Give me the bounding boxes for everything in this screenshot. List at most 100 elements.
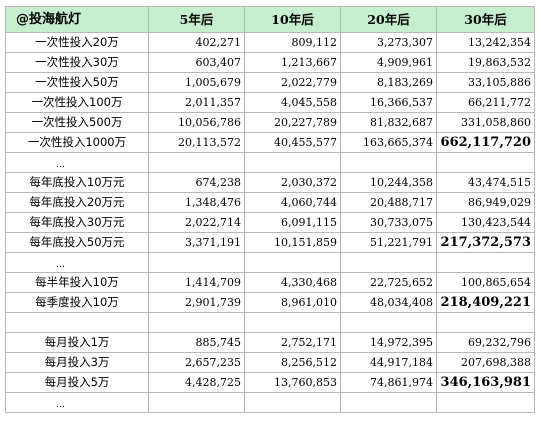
value-cell[interactable]: 51,221,791 <box>340 232 437 253</box>
value-cell[interactable]: 20,227,789 <box>244 112 341 133</box>
value-cell[interactable]: 2,030,372 <box>244 172 341 193</box>
row-label[interactable]: 一次性投入500万 <box>5 112 149 133</box>
value-cell[interactable]: 885,745 <box>148 332 245 353</box>
value-cell[interactable]: 74,861,974 <box>340 372 437 393</box>
value-cell[interactable]: 16,366,537 <box>340 92 437 113</box>
row-label[interactable]: 一次性投入50万 <box>5 72 149 93</box>
row-label[interactable]: 一次性投入30万 <box>5 52 149 73</box>
value-cell[interactable]: 217,372,573 <box>436 232 535 253</box>
value-cell[interactable]: 674,238 <box>148 172 245 193</box>
value-cell[interactable]: 22,725,652 <box>340 272 437 293</box>
ellipsis-cell[interactable]: … <box>5 392 149 413</box>
row-label[interactable]: 每年底投入20万元 <box>5 192 149 213</box>
row-label[interactable]: 一次性投入1000万 <box>5 132 149 153</box>
value-cell[interactable]: 40,455,577 <box>244 132 341 153</box>
value-cell[interactable]: 86,949,029 <box>436 192 535 213</box>
value-cell[interactable]: 100,865,654 <box>436 272 535 293</box>
column-header[interactable]: 30年后 <box>436 6 535 33</box>
row-label[interactable]: 一次性投入100万 <box>5 92 149 113</box>
value-cell[interactable]: 4,045,558 <box>244 92 341 113</box>
value-cell[interactable]: 13,242,354 <box>436 32 535 53</box>
value-cell[interactable]: 30,733,075 <box>340 212 437 233</box>
empty-cell[interactable] <box>436 392 535 413</box>
ellipsis-cell[interactable]: … <box>5 152 149 173</box>
value-cell[interactable]: 3,371,191 <box>148 232 245 253</box>
value-cell[interactable]: 19,863,532 <box>436 52 535 73</box>
value-cell[interactable]: 6,091,115 <box>244 212 341 233</box>
empty-cell[interactable] <box>340 392 437 413</box>
value-cell[interactable]: 3,273,307 <box>340 32 437 53</box>
value-cell[interactable]: 130,423,544 <box>436 212 535 233</box>
value-cell[interactable]: 66,211,772 <box>436 92 535 113</box>
value-cell[interactable]: 331,058,860 <box>436 112 535 133</box>
empty-cell[interactable] <box>340 312 437 333</box>
value-cell[interactable]: 10,244,358 <box>340 172 437 193</box>
empty-cell[interactable] <box>436 152 535 173</box>
value-cell[interactable]: 2,022,714 <box>148 212 245 233</box>
value-cell[interactable]: 4,060,744 <box>244 192 341 213</box>
value-cell[interactable]: 809,112 <box>244 32 341 53</box>
value-cell[interactable]: 4,909,961 <box>340 52 437 73</box>
value-cell[interactable]: 207,698,388 <box>436 352 535 373</box>
value-cell[interactable]: 69,232,796 <box>436 332 535 353</box>
value-cell[interactable]: 20,113,572 <box>148 132 245 153</box>
value-cell[interactable]: 13,760,853 <box>244 372 341 393</box>
empty-cell[interactable] <box>244 252 341 273</box>
row-label[interactable]: 每季度投入10万 <box>5 292 149 313</box>
column-header[interactable]: 20年后 <box>340 6 437 33</box>
value-cell[interactable]: 4,330,468 <box>244 272 341 293</box>
row-label[interactable]: 每半年投入10万 <box>5 272 149 293</box>
value-cell[interactable]: 43,474,515 <box>436 172 535 193</box>
empty-cell[interactable] <box>148 312 245 333</box>
value-cell[interactable]: 8,961,010 <box>244 292 341 313</box>
row-label[interactable]: 一次性投入20万 <box>5 32 149 53</box>
value-cell[interactable]: 2,011,357 <box>148 92 245 113</box>
value-cell[interactable]: 2,901,739 <box>148 292 245 313</box>
empty-cell[interactable] <box>148 252 245 273</box>
empty-cell[interactable] <box>5 312 149 333</box>
value-cell[interactable]: 20,488,717 <box>340 192 437 213</box>
value-cell[interactable]: 662,117,720 <box>436 132 535 153</box>
value-cell[interactable]: 10,151,859 <box>244 232 341 253</box>
row-label[interactable]: 每年底投入50万元 <box>5 232 149 253</box>
row-label[interactable]: 每月投入3万 <box>5 352 149 373</box>
value-cell[interactable]: 2,657,235 <box>148 352 245 373</box>
value-cell[interactable]: 218,409,221 <box>436 292 535 313</box>
value-cell[interactable]: 14,972,395 <box>340 332 437 353</box>
empty-cell[interactable] <box>340 152 437 173</box>
empty-cell[interactable] <box>436 312 535 333</box>
value-cell[interactable]: 603,407 <box>148 52 245 73</box>
empty-cell[interactable] <box>340 252 437 273</box>
empty-cell[interactable] <box>244 152 341 173</box>
value-cell[interactable]: 81,832,687 <box>340 112 437 133</box>
value-cell[interactable]: 2,752,171 <box>244 332 341 353</box>
column-header[interactable]: 10年后 <box>244 6 341 33</box>
empty-cell[interactable] <box>244 392 341 413</box>
value-cell[interactable]: 1,348,476 <box>148 192 245 213</box>
value-cell[interactable]: 4,428,725 <box>148 372 245 393</box>
value-cell[interactable]: 10,056,786 <box>148 112 245 133</box>
value-cell[interactable]: 33,105,886 <box>436 72 535 93</box>
value-cell[interactable]: 346,163,981 <box>436 372 535 393</box>
value-cell[interactable]: 1,414,709 <box>148 272 245 293</box>
ellipsis-cell[interactable]: … <box>5 252 149 273</box>
empty-cell[interactable] <box>436 252 535 273</box>
value-cell[interactable]: 8,256,512 <box>244 352 341 373</box>
empty-cell[interactable] <box>148 392 245 413</box>
value-cell[interactable]: 402,271 <box>148 32 245 53</box>
corner-cell[interactable]: @投海航灯 <box>5 6 149 33</box>
value-cell[interactable]: 8,183,269 <box>340 72 437 93</box>
row-label[interactable]: 每月投入1万 <box>5 332 149 353</box>
value-cell[interactable]: 2,022,779 <box>244 72 341 93</box>
value-cell[interactable]: 163,665,374 <box>340 132 437 153</box>
value-cell[interactable]: 48,034,408 <box>340 292 437 313</box>
empty-cell[interactable] <box>244 312 341 333</box>
row-label[interactable]: 每月投入5万 <box>5 372 149 393</box>
value-cell[interactable]: 1,005,679 <box>148 72 245 93</box>
value-cell[interactable]: 44,917,184 <box>340 352 437 373</box>
value-cell[interactable]: 1,213,667 <box>244 52 341 73</box>
row-label[interactable]: 每年底投入30万元 <box>5 212 149 233</box>
empty-cell[interactable] <box>148 152 245 173</box>
column-header[interactable]: 5年后 <box>148 6 245 33</box>
row-label[interactable]: 每年底投入10万元 <box>5 172 149 193</box>
